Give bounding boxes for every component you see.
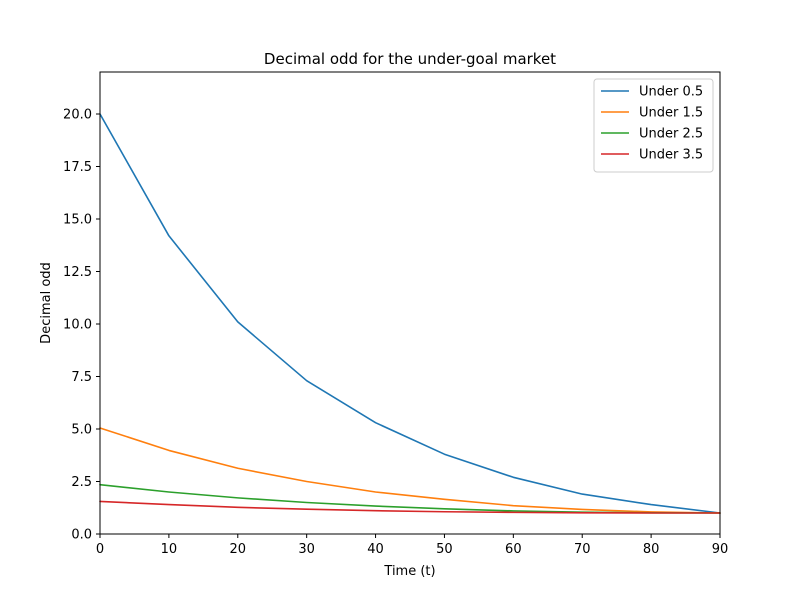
- y-axis-label: Decimal odd: [39, 262, 54, 344]
- y-tick-label: 17.5: [63, 160, 92, 175]
- y-tick-label: 2.5: [71, 475, 92, 490]
- x-tick-label: 40: [367, 542, 384, 557]
- y-tick-label: 12.5: [63, 265, 92, 280]
- legend-box: [593, 78, 714, 173]
- x-tick-label: 20: [230, 542, 247, 557]
- legend-entry-label: Under 0.5: [639, 85, 703, 100]
- x-tick-label: 60: [505, 542, 522, 557]
- x-tick-label: 70: [574, 542, 591, 557]
- y-axis-ticks: 0.0 2.5 5.0 7.5 10.0 12.5 15.0 17.5 20.0: [63, 108, 100, 543]
- x-tick-label: 50: [436, 542, 453, 557]
- x-tick-label: 10: [161, 542, 178, 557]
- legend: Under 0.5 Under 1.5 Under 2.5 Under 3.5: [593, 78, 714, 173]
- y-tick-label: 15.0: [63, 213, 92, 228]
- series-line-1: [99, 427, 721, 514]
- x-tick-label: 0: [96, 542, 104, 557]
- series-line-0: [99, 113, 721, 514]
- x-tick-label: 80: [643, 542, 660, 557]
- y-tick-label: 10.0: [63, 318, 92, 333]
- x-axis-ticks: 0 10 20 30 40 50 60 70 80 90: [96, 534, 728, 557]
- plot-frame: [99, 71, 721, 535]
- chart-title: Decimal odd for the under-goal market: [264, 50, 556, 68]
- y-tick-label: 0.0: [71, 528, 92, 543]
- series-line-3: [99, 500, 721, 514]
- legend-entry-label: Under 2.5: [639, 127, 703, 142]
- y-tick-label: 20.0: [63, 108, 92, 123]
- y-tick-label: 7.5: [71, 370, 92, 385]
- x-axis-label: Time (t): [383, 564, 435, 579]
- series-layer: [99, 113, 721, 514]
- legend-entry-label: Under 1.5: [639, 106, 703, 121]
- legend-entry-label: Under 3.5: [639, 148, 703, 163]
- x-tick-label: 30: [298, 542, 315, 557]
- y-tick-label: 5.0: [71, 423, 92, 438]
- x-tick-label: 90: [712, 542, 729, 557]
